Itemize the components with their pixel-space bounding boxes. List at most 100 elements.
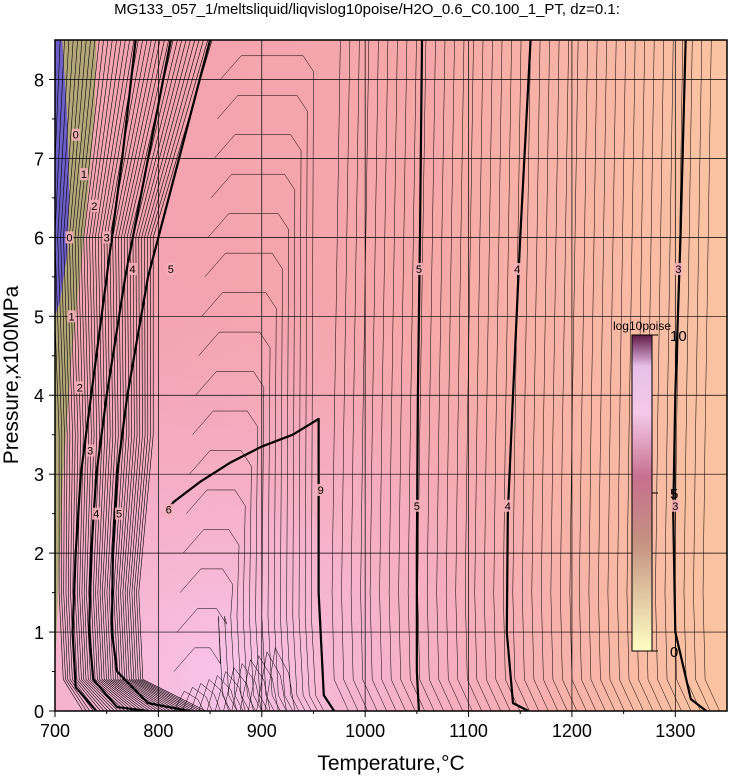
contour-label-17: 4 [92,507,101,521]
colorbar: log10poise 0 5 10 [613,319,687,661]
fine-contour-5 [66,40,101,711]
y-tick-label-0: 0 [34,702,44,722]
contour-label-16: 3 [86,444,95,457]
fine-contour-11 [83,40,122,711]
fine-contour-68 [484,40,502,711]
y-tick-label-4: 4 [34,386,44,406]
fine-contour-7 [71,40,108,711]
contour-label-bg-10 [102,231,111,244]
contour-label-text-5: 5 [416,264,422,276]
fine-contour-90 [693,40,711,711]
fine-contour-lines [55,40,720,711]
contour-label-bg-5 [414,262,423,275]
fine-contour-63 [436,40,454,711]
fine-contour-49 [179,568,244,711]
x-tick-label-3: 1000 [345,721,385,741]
grid-lines [55,40,727,711]
fine-contour-64 [445,40,463,711]
colorbar-title: log10poise [613,319,671,333]
colorbar-tick-label-1: 5 [670,486,678,503]
fine-contour-43 [198,331,281,711]
major-contour-4-2 [505,40,532,711]
transition-region [55,40,97,672]
x-axis-ticks: 700 800 900 1000 1100 1200 1300 [40,711,695,741]
contour-label-2: 5 [412,499,421,513]
fine-contour-60 [407,40,425,711]
fine-contour-36 [220,55,325,711]
fine-contour-58 [388,40,406,711]
fine-contour-29 [124,40,187,711]
y-tick-label-6: 6 [34,228,44,248]
contour-label-11: 2 [90,199,99,213]
fine-contour-10 [80,40,119,711]
contour-label-bg-12 [79,168,88,181]
fine-contour-57 [379,40,397,711]
fine-contour-79 [588,40,606,711]
colorbar-tick-label-2: 10 [670,328,687,345]
fine-contour-74 [541,40,559,711]
contour-label-text-12: 1 [81,169,87,181]
fine-contour-9 [77,40,115,711]
major-contour-6-0 [165,417,336,711]
major-contour-3-3 [672,40,707,711]
fine-contour-37 [217,95,318,711]
fine-contour-56 [369,40,387,711]
contour-label-12: 1 [79,168,88,181]
x-tick-label-1: 800 [143,721,173,741]
contour-label-text-11: 2 [91,201,97,213]
fine-contour-101 [248,655,279,711]
fine-contour-38 [214,134,312,711]
contour-label-bg-19 [71,128,80,141]
fine-contour-46 [189,450,262,711]
fine-contour-21 [106,40,157,711]
x-tick-label-5: 1200 [552,721,592,741]
fine-contour-41 [204,252,294,711]
fine-contour-40 [207,213,300,711]
contour-label-text-4: 3 [672,501,678,513]
contour-label-bg-2 [412,499,421,512]
contour-label-8: 5 [166,262,175,276]
fine-contour-6 [68,40,105,711]
fine-contour-31 [129,40,196,711]
fine-contour-35 [138,40,213,711]
contour-label-9: 4 [128,262,137,276]
contour-label-bg-11 [90,199,99,212]
fine-contour-30 [127,40,191,711]
fine-contour-32 [131,40,200,711]
fine-contour-99 [231,663,263,711]
fine-contour-100 [239,659,271,711]
contour-label-bg-1 [316,483,325,496]
contour-label-text-7: 3 [675,264,681,276]
x-tick-label-4: 1100 [449,721,488,741]
contour-label-bg-8 [166,262,175,275]
colorbar-scale [631,334,653,652]
fine-contour-44 [195,371,275,711]
fine-contour-81 [607,40,625,711]
fine-contour-28 [122,40,183,711]
contour-label-13: 0 [65,231,74,244]
fine-contour-51 [173,616,231,711]
contour-label-text-8: 5 [168,264,174,276]
fine-contour-67 [474,40,492,711]
fine-contour-66 [464,40,482,711]
contour-label-text-1: 9 [318,485,324,497]
contour-label-text-17: 4 [93,509,99,521]
fine-contour-27 [120,40,178,711]
fine-contour-76 [560,40,578,711]
contour-label-bg-6 [513,262,522,275]
fine-contour-70 [503,40,521,711]
colorbar-tick-label-0: 0 [670,644,678,661]
contour-label-text-18: 5 [116,509,122,521]
contour-label-bg-17 [92,507,101,520]
x-tick-label-6: 1300 [655,721,695,741]
contour-label-7: 3 [674,262,683,276]
contour-label-4: 3 [671,499,680,513]
y-tick-label-7: 7 [34,149,44,169]
x-tick-label-2: 900 [247,721,277,741]
fine-contour-42 [201,292,287,711]
contour-label-bg-4 [671,499,680,512]
fine-contour-97 [215,671,246,711]
fine-contour-61 [417,40,435,711]
